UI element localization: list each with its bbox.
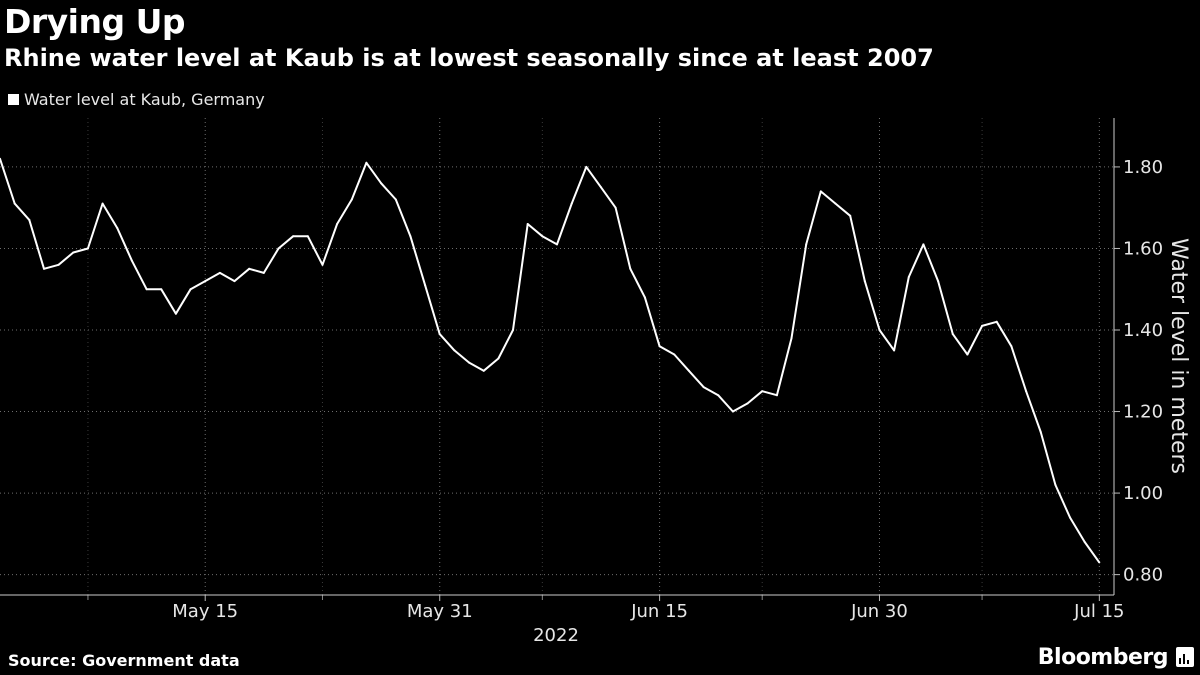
- data-point: [863, 280, 866, 283]
- data-point: [394, 198, 397, 201]
- chart-subtitle: Rhine water level at Kaub is at lowest s…: [4, 44, 934, 72]
- y-tick-label: 1.60: [1123, 238, 1163, 259]
- y-axis-label: Water level in meters: [1166, 238, 1191, 474]
- data-point: [907, 276, 910, 278]
- data-point: [160, 288, 163, 291]
- data-point: [409, 235, 412, 238]
- data-point: [775, 394, 778, 397]
- legend-label: Water level at Kaub, Germany: [24, 90, 265, 109]
- data-point: [849, 214, 852, 217]
- data-point: [966, 353, 969, 356]
- data-point: [687, 369, 690, 372]
- data-point: [658, 345, 661, 348]
- data-point: [248, 267, 251, 270]
- data-point: [746, 402, 749, 405]
- data-point: [600, 186, 602, 189]
- series-line: [0, 158, 1101, 563]
- data-point: [72, 251, 75, 254]
- y-tick-label: 0.80: [1123, 565, 1163, 586]
- data-point: [805, 243, 808, 246]
- data-point: [262, 271, 265, 274]
- data-point: [1098, 561, 1101, 564]
- data-point: [878, 329, 881, 331]
- data-point: [526, 223, 529, 225]
- data-point: [951, 333, 954, 336]
- data-point: [43, 267, 45, 270]
- data-point: [336, 223, 339, 225]
- data-point: [1025, 390, 1028, 393]
- legend-swatch: [8, 94, 19, 105]
- x-tick-label: Jun 30: [850, 601, 908, 622]
- source-note: Source: Government data: [8, 651, 240, 670]
- data-point: [629, 267, 632, 270]
- data-point: [306, 235, 309, 238]
- data-point: [1010, 345, 1013, 348]
- data-point: [981, 324, 984, 327]
- data-point: [1069, 516, 1071, 519]
- data-point: [819, 190, 822, 193]
- data-point: [189, 288, 192, 291]
- x-tick-label: Jun 15: [630, 601, 688, 622]
- data-point: [424, 284, 427, 287]
- data-point: [1083, 541, 1086, 543]
- data-point: [482, 369, 485, 372]
- data-point: [614, 206, 617, 209]
- line-chart: 0.80 1.00 1.20 1.40 1.60 1.80 May 15 May 31 Jun …: [0, 118, 1191, 645]
- y-tick-label: 1.20: [1123, 402, 1163, 423]
- x-axis-label: 2022: [533, 625, 579, 645]
- data-point: [145, 288, 148, 291]
- data-point: [28, 218, 31, 221]
- data-point: [321, 263, 324, 266]
- bloomberg-logo: Bloomberg: [1037, 645, 1169, 670]
- data-point: [292, 235, 295, 238]
- data-point: [380, 182, 383, 185]
- data-point: [101, 202, 104, 205]
- data-point: [204, 280, 207, 283]
- data-point: [702, 386, 705, 389]
- bloomberg-chart-icon: [1176, 647, 1194, 667]
- x-tick-label: May 15: [172, 601, 238, 622]
- data-point: [643, 296, 646, 299]
- data-point: [218, 271, 221, 274]
- data-point: [673, 353, 676, 356]
- y-tick-label: 1.00: [1123, 483, 1163, 504]
- data-point: [922, 243, 925, 246]
- data-point: [453, 349, 456, 352]
- data-point: [541, 235, 544, 238]
- data-point: [116, 227, 119, 230]
- data-point: [731, 410, 734, 413]
- data-point: [0, 157, 1, 160]
- data-point: [893, 349, 896, 352]
- y-tick-label: 1.80: [1123, 157, 1163, 178]
- data-point: [556, 243, 558, 246]
- data-point: [350, 198, 353, 201]
- data-point: [1039, 430, 1042, 433]
- data-point: [13, 202, 16, 205]
- x-tick-label: Jul 15: [1073, 601, 1124, 622]
- data-point: [834, 202, 837, 205]
- y-tick-label: 1.40: [1123, 320, 1163, 341]
- data-point: [497, 357, 500, 360]
- data-point: [233, 280, 236, 283]
- data-point: [570, 202, 573, 205]
- data-point: [761, 390, 764, 393]
- data-point: [790, 337, 793, 340]
- data-point: [438, 333, 441, 336]
- data-point: [937, 280, 940, 283]
- data-point: [174, 312, 177, 315]
- data-point: [717, 394, 720, 397]
- data-point: [277, 247, 280, 250]
- data-point: [1054, 483, 1057, 486]
- data-point: [86, 247, 89, 250]
- data-point: [57, 263, 60, 266]
- data-point: [995, 320, 998, 323]
- data-point: [130, 259, 133, 262]
- chart-title: Drying Up: [4, 2, 186, 41]
- data-point: [365, 161, 368, 164]
- data-point: [468, 361, 471, 364]
- legend: Water level at Kaub, Germany: [8, 90, 265, 109]
- x-tick-label: May 31: [407, 601, 473, 622]
- data-point: [512, 329, 514, 331]
- data-point: [585, 165, 588, 168]
